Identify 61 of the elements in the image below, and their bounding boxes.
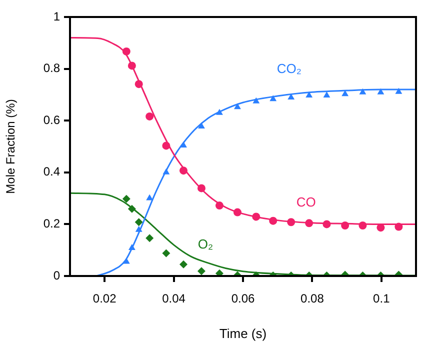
point bbox=[252, 97, 260, 104]
point bbox=[252, 212, 260, 221]
point bbox=[146, 112, 154, 120]
series-label: CO bbox=[296, 194, 316, 210]
point bbox=[234, 103, 241, 110]
point bbox=[146, 194, 154, 200]
point bbox=[122, 258, 130, 264]
point bbox=[216, 108, 223, 115]
x-tick-label: 0.02 bbox=[92, 292, 117, 306]
point bbox=[215, 202, 224, 210]
y-axis-title: Mole Fraction (%) bbox=[4, 99, 18, 194]
point bbox=[394, 222, 403, 231]
point bbox=[288, 94, 295, 100]
point bbox=[128, 244, 136, 250]
point bbox=[179, 260, 188, 268]
point bbox=[197, 267, 206, 276]
point bbox=[128, 204, 136, 213]
point bbox=[306, 91, 313, 98]
point bbox=[122, 47, 130, 56]
point bbox=[270, 95, 277, 102]
point bbox=[134, 218, 143, 226]
x-tick-label: 0.06 bbox=[231, 292, 255, 306]
point bbox=[162, 168, 170, 174]
point bbox=[269, 216, 278, 225]
y-tick-label: 0.4 bbox=[43, 164, 60, 179]
point bbox=[323, 91, 330, 98]
point bbox=[395, 88, 402, 94]
point bbox=[341, 221, 350, 230]
y-tick-label: 0.8 bbox=[43, 61, 60, 76]
line-series bbox=[96, 88, 416, 276]
x-tick-label: 0.1 bbox=[373, 292, 390, 306]
point bbox=[377, 88, 384, 94]
point bbox=[197, 184, 206, 192]
series-label: CO₂ bbox=[276, 61, 302, 76]
point bbox=[162, 142, 170, 150]
point bbox=[322, 220, 331, 228]
point bbox=[134, 80, 143, 88]
point bbox=[146, 234, 154, 242]
line-series bbox=[70, 192, 416, 276]
point bbox=[287, 218, 296, 226]
x-tick-label: 0.08 bbox=[300, 292, 324, 306]
x-axis-title: Time (s) bbox=[219, 326, 267, 341]
point bbox=[359, 88, 366, 94]
point bbox=[215, 269, 224, 276]
point bbox=[135, 226, 142, 232]
point bbox=[358, 221, 367, 230]
x-tick-label: 0.04 bbox=[162, 292, 186, 306]
point bbox=[122, 194, 130, 203]
point bbox=[233, 208, 242, 216]
point bbox=[342, 90, 349, 96]
point bbox=[128, 62, 136, 70]
point bbox=[179, 166, 188, 175]
point bbox=[198, 122, 205, 129]
y-tick-label: 0.6 bbox=[43, 112, 60, 127]
y-tick-label: 1 bbox=[53, 9, 60, 24]
point bbox=[162, 249, 170, 258]
point bbox=[180, 141, 187, 148]
y-tick-label: 0.2 bbox=[43, 216, 60, 231]
series-label: O₂ bbox=[198, 236, 214, 252]
y-tick-label: 0 bbox=[53, 268, 60, 282]
point bbox=[305, 219, 314, 228]
